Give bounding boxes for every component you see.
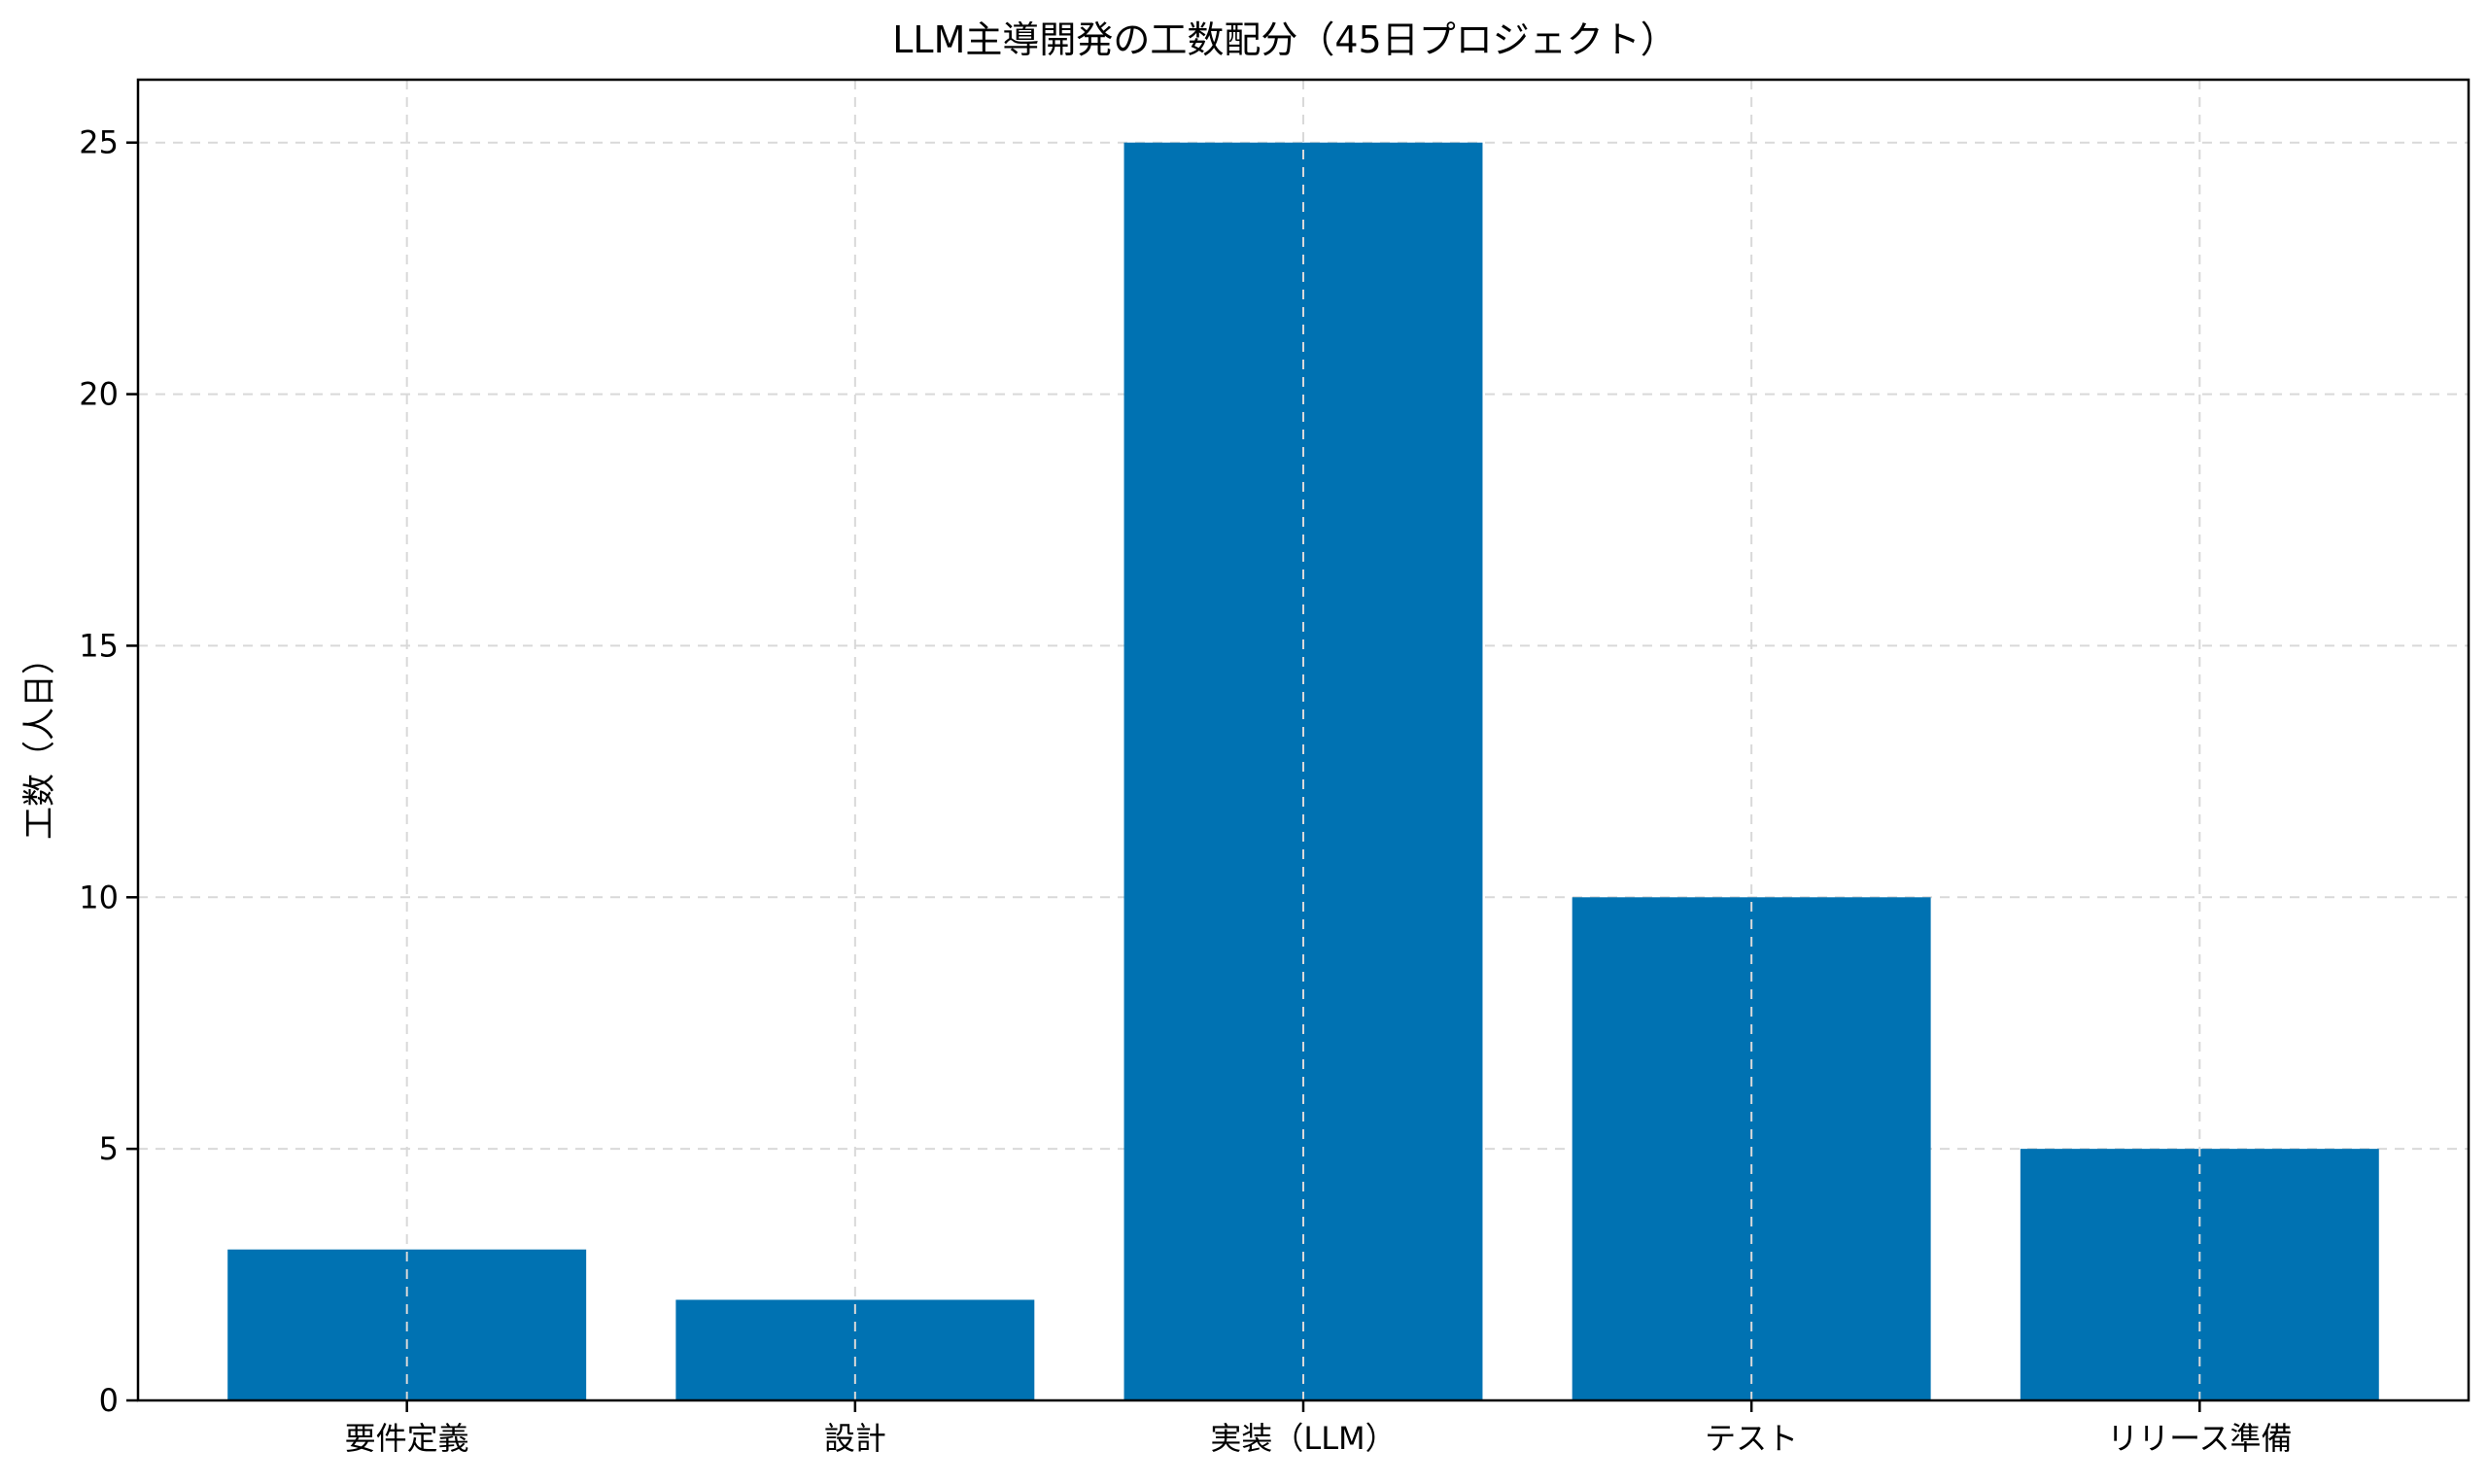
bars-layer [227,80,2379,1401]
x-tick-label: テスト [1705,1420,1798,1457]
y-axis-label: 工数（人日） [20,641,59,840]
y-tick-label: 10 [79,879,119,915]
y-tick-label: 20 [79,376,119,413]
y-tick-label: 5 [99,1130,119,1167]
chart-title: LLM主導開発の工数配分（45日プロジェクト） [892,18,1676,61]
x-tick-label: リリース準備 [2107,1420,2292,1457]
bar [675,1299,1035,1400]
y-tick-label: 0 [99,1382,119,1419]
x-tick-label: 実装（LLM） [1210,1420,1396,1457]
x-tick-label: 設計 [824,1420,886,1457]
axes-layer [126,78,2471,1412]
x-tick-label: 要件定義 [345,1420,469,1457]
y-tick-label: 15 [79,627,119,664]
y-tick-label: 25 [79,124,119,161]
plot-frame [136,78,2471,1402]
labels-layer: 0 5 10 15 20 25 要件定義 設計 実装（LLM） テスト リリース準備 [79,124,2292,1457]
